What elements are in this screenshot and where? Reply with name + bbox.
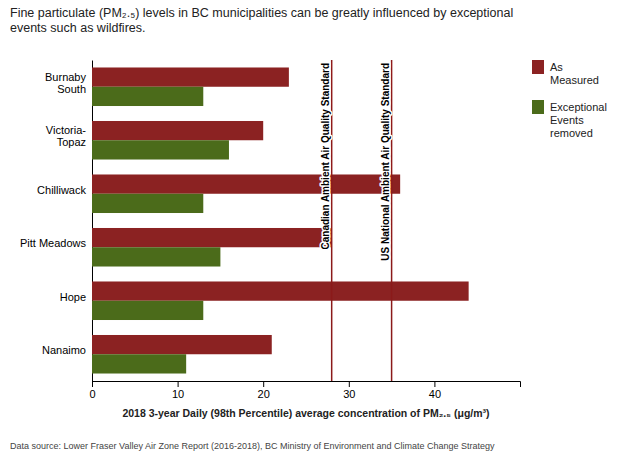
bar-series	[92, 87, 229, 374]
bar	[92, 301, 203, 320]
legend-item: ExceptionalEventsremoved	[532, 100, 607, 139]
y-axis: Nanaimo Hope Pitt Meadows Chilliwack Victori…	[20, 61, 93, 382]
x-axis: 0 10 20 30 40	[89, 381, 520, 400]
x-axis-title: 2018 3-year Daily (98th Percentile) aver…	[122, 407, 489, 419]
bar	[92, 281, 469, 300]
bar	[92, 228, 332, 247]
legend-swatch	[532, 60, 544, 74]
title: Fine particulate (PM₂.₅) levels in BC mu…	[10, 6, 513, 35]
x-tick-label: 30	[343, 388, 355, 400]
legend-swatch	[532, 100, 544, 114]
y-tick-label: Chilliwack	[37, 184, 86, 196]
bar	[92, 335, 272, 354]
x-tick-label: 10	[172, 388, 184, 400]
y-tick: Victoria-Topaz	[46, 124, 86, 148]
bar	[92, 354, 186, 373]
x-tick-mark	[434, 381, 435, 387]
reference-line	[331, 60, 333, 381]
legend-label: AsMeasured	[550, 61, 599, 86]
y-tick: Nanaimo	[42, 344, 86, 356]
y-tick-label: Hope	[60, 291, 86, 303]
legend-item: AsMeasured	[532, 60, 599, 86]
y-tick-label: Victoria-Topaz	[46, 124, 86, 148]
x-tick: 40	[429, 381, 441, 400]
x-tick-label: 0	[89, 388, 95, 400]
y-tick-label: Pitt Meadows	[20, 237, 87, 249]
bar	[92, 247, 220, 266]
marks	[92, 60, 469, 381]
bar	[92, 87, 203, 106]
x-tick-label: 20	[258, 388, 270, 400]
bar	[92, 121, 263, 140]
plot: 0 10 20 30 40 Nanaimo Hope Pitt Meadows Chilliwa…	[20, 60, 521, 419]
bar	[92, 140, 229, 159]
bar-series	[92, 67, 469, 354]
annotation: Canadian Ambient Air Quality Standard	[320, 63, 331, 250]
x-tick-mark	[92, 381, 93, 387]
y-tick: Hope	[60, 291, 86, 303]
y-tick: Pitt Meadows	[20, 237, 87, 249]
y-tick: Chilliwack	[37, 184, 86, 196]
y-axis-line	[92, 61, 93, 382]
y-tick-label: Nanaimo	[42, 344, 86, 356]
legend-label: ExceptionalEventsremoved	[550, 101, 607, 139]
x-tick-mark	[349, 381, 350, 387]
bar	[92, 194, 203, 213]
caption: Data source: Lower Fraser Valley Air Zon…	[10, 441, 495, 451]
y-tick: BurnabySouth	[45, 71, 86, 95]
bar	[92, 174, 400, 193]
x-tick-mark	[178, 381, 179, 387]
annotation: US National Ambient Air Quality Standard	[380, 63, 391, 261]
reference-line	[391, 60, 393, 381]
x-tick-mark	[263, 381, 264, 387]
x-tick: 20	[258, 381, 270, 400]
x-tick-label: 40	[429, 388, 441, 400]
legend: AsMeasured ExceptionalEventsremoved	[532, 60, 607, 139]
x-tick: 10	[172, 381, 184, 400]
x-tick: 0	[89, 381, 95, 400]
x-tick: 30	[343, 381, 355, 400]
bar	[92, 67, 289, 86]
chart: Fine particulate (PM₂.₅) levels in BC mu…	[0, 0, 640, 455]
x-axis-line	[93, 382, 521, 388]
y-tick-label: BurnabySouth	[45, 71, 86, 95]
